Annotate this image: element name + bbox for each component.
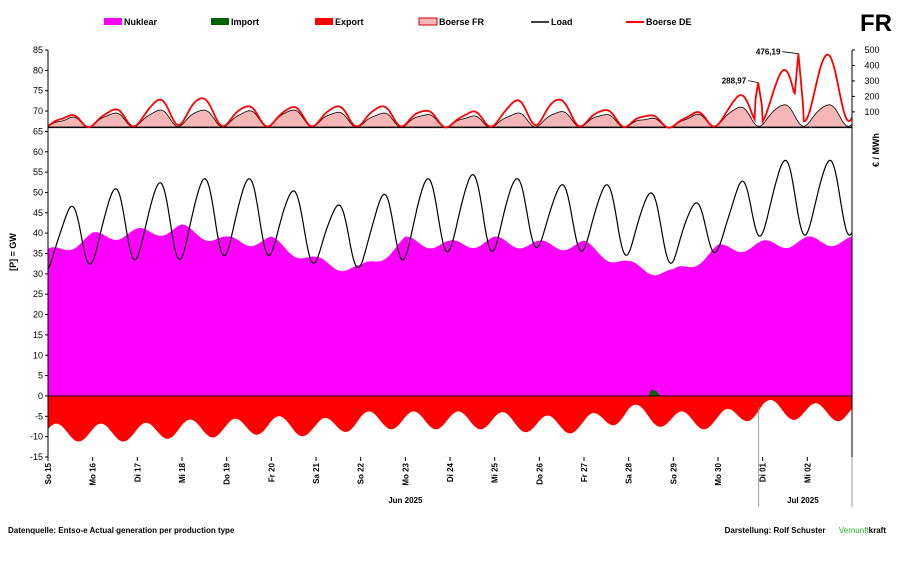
y-axis-label: [P] = GW [8,233,18,271]
y-tick-label: 50 [33,187,43,197]
legend-item-export: Export [315,17,364,27]
y-tick-label: 10 [33,350,43,360]
y-tick-label: 40 [33,228,43,238]
y-tick-label: 55 [33,167,43,177]
x-tick-label: Di 17 [133,462,142,482]
y-tick-label: 45 [33,208,43,218]
legend-label-boerse-fr: Boerse FR [439,17,485,27]
series-import-area [648,389,660,396]
series-export-area [48,395,852,442]
legend-item-boerse-fr: Boerse FR [418,17,485,27]
credit-note: Darstellung: Rolf Schuster Vernunftkraft [725,526,886,535]
y-tick-label: -10 [30,432,43,442]
legend-swatch-import [211,18,229,25]
legend-label-load: Load [551,17,573,27]
series-nuklear-area [48,224,852,396]
x-tick-label: So 29 [669,462,678,484]
month-label: Jul 2025 [787,496,819,505]
x-tick-label: So 22 [357,462,366,484]
x-tick-label: Di 24 [446,462,455,482]
x-tick-label: Do 26 [535,462,544,484]
legend-swatch-boerse-fr [418,17,438,26]
y-tick-label: 5 [38,371,43,381]
y2-tick-label: 100 [864,107,879,117]
y-tick-label: 80 [33,65,43,75]
x-tick-label: Fr 20 [267,462,276,482]
y-tick-label: 60 [33,147,43,157]
data-source-note: Datenquelle: Entso-e Actual generation p… [8,526,235,535]
credit-text: Darstellung: Rolf Schuster [724,526,826,535]
y2-tick-label: 300 [864,76,879,86]
plot-area: 288,97 476,19 [47,48,853,442]
brand-name-part2: kraft [868,526,886,535]
annotation-leader [748,80,759,84]
x-tick-label: Mo 16 [89,462,98,485]
y-tick-label: 75 [33,86,43,96]
x-tick-label: Fr 27 [580,462,589,482]
y-tick-label: 15 [33,330,43,340]
y2-tick-label: 400 [864,60,879,70]
legend-item-boerse-de: Boerse DE [626,17,692,27]
y-tick-label: -15 [30,452,43,462]
legend-label-boerse-de: Boerse DE [646,17,692,27]
x-tick-label: Mi 25 [491,462,500,483]
y-tick-label: 25 [33,289,43,299]
legend-label-nuklear: Nuklear [124,17,158,27]
legend-label-import: Import [231,17,259,27]
x-tick-label: Mi 02 [803,462,812,483]
legend-swatch-nuklear [104,18,122,25]
legend-item-import: Import [211,17,259,27]
y-tick-label: 85 [33,45,43,55]
y-tick-label: 65 [33,126,43,136]
x-tick-label: Mi 18 [178,462,187,483]
x-tick-label: Do 19 [223,462,232,484]
x-tick-label: Mo 23 [401,462,410,485]
annotation-leader [782,51,799,55]
country-label: FR [860,10,892,37]
y2-axis-label: € / MWh [871,133,881,167]
series-boerse-de-line [47,53,853,129]
annotation-label: 288,97 [722,77,747,86]
legend-item-load: Load [531,17,573,27]
legend: Nuklear Import Export Boerse FR Load Boe… [104,17,692,27]
legend-item-nuklear: Nuklear [104,17,158,27]
x-tick-label: Mo 30 [714,462,723,485]
series-load-line [47,159,853,270]
y-tick-label: 0 [38,391,43,401]
legend-label-export: Export [335,17,364,27]
y-tick-label: 30 [33,269,43,279]
axes: -15 -10 -5 0 5 10 15 20 25 30 35 40 45 50 55 60 65 70 75 80… [30,45,880,507]
y-tick-label: -5 [35,411,43,421]
x-tick-label: So 15 [44,462,53,484]
annotation-label: 476,19 [756,48,781,57]
y-tick-label: 35 [33,249,43,259]
y2-tick-label: 500 [864,45,879,55]
y-tick-label: 20 [33,310,43,320]
brand-name-part1: Vernunft [838,526,869,535]
y-tick-label: 70 [33,106,43,116]
month-label: Jun 2025 [388,496,423,505]
legend-swatch-export [315,18,333,25]
y2-tick-label: 200 [864,91,879,101]
x-tick-label: Di 01 [759,462,768,482]
x-tick-label: Sa 21 [312,462,321,483]
x-tick-label: Sa 28 [625,462,634,483]
